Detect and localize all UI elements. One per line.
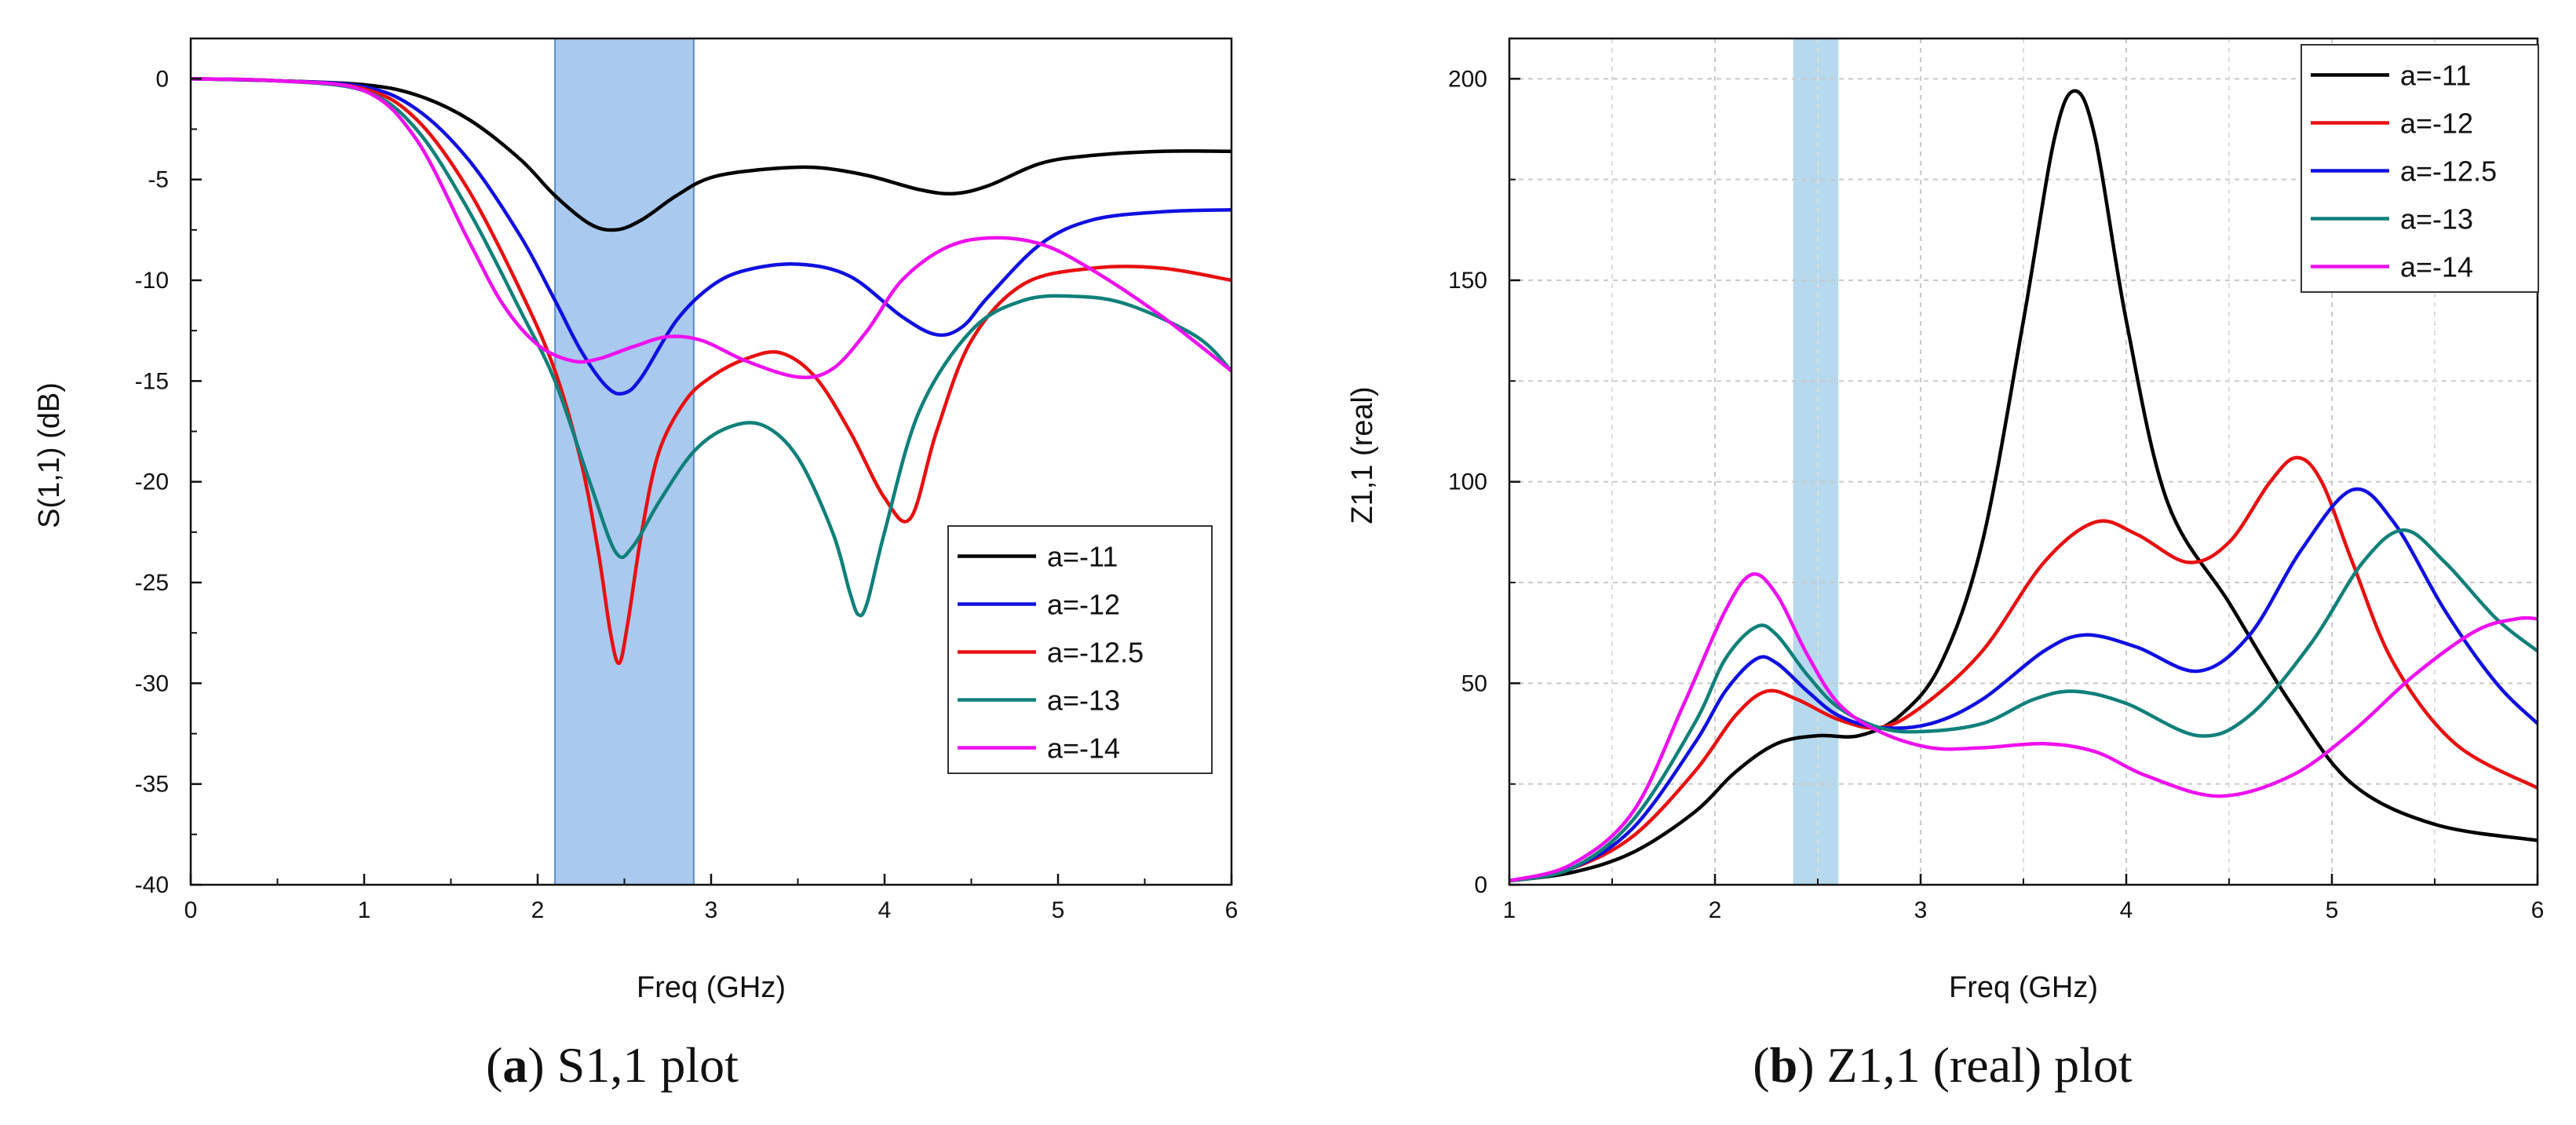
panel-b-xtick-label: 6 xyxy=(2531,897,2545,923)
panel-a-xtick-label: 2 xyxy=(531,897,545,923)
panel-b-series-line-0 xyxy=(1509,89,2538,883)
panel-b-xtick-label: 5 xyxy=(2326,897,2339,923)
panel-b-legend-label-4: a=-14 xyxy=(2400,251,2473,283)
panel-a-ytick-label: -5 xyxy=(148,167,169,193)
panel-b-legend-label-3: a=-13 xyxy=(2400,203,2473,236)
panel-a-xtick-label: 3 xyxy=(705,897,718,923)
panel-b-caption: (b) Z1,1 (real) plot xyxy=(1753,1037,2133,1093)
panel-a-xtick-label: 1 xyxy=(358,897,371,923)
panel-a-legend: a=-11 a=-12 a=-12.5 a=-13 a=-14 xyxy=(947,525,1213,774)
panel-a-ytick-label: -35 xyxy=(135,772,169,798)
panel-a-ytick-label: -25 xyxy=(135,570,169,596)
panel-a-legend-label-4: a=-14 xyxy=(1047,732,1120,765)
panel-b-highlight-band xyxy=(1793,38,1839,885)
panel-a-ytick-label: -15 xyxy=(135,368,169,394)
panel-b-legend-label-0: a=-11 xyxy=(2400,60,2471,92)
panel-b-ytick-label: 150 xyxy=(1448,268,1487,294)
panel-b-series-line-1 xyxy=(1509,455,2538,883)
panel-a-caption: (a) S1,1 plot xyxy=(486,1037,739,1093)
panel-a-xtick-label: 4 xyxy=(878,897,892,923)
panel-b-caption-text: Z1,1 (real) plot xyxy=(1827,1037,2133,1093)
panel-b-ytick-label: 0 xyxy=(1474,872,1487,898)
panel-a-series-group xyxy=(191,77,1231,665)
panel-b-ytick-label: 100 xyxy=(1448,469,1487,495)
panel-b-xlabel: Freq (GHz) xyxy=(1949,971,2098,1004)
panel-a-xtick-label: 0 xyxy=(184,897,198,923)
panel-a-ytick-label: -20 xyxy=(135,469,169,495)
panel-b-series-group xyxy=(1509,89,2538,883)
panel-a-xtick-label: 6 xyxy=(1225,897,1239,923)
panel-b-xtick-label: 4 xyxy=(2120,897,2133,923)
panel-b-series-line-4 xyxy=(1509,572,2538,883)
panel-a-legend-label-0: a=-11 xyxy=(1047,541,1118,573)
panel-a-ytick-label: -30 xyxy=(135,670,169,696)
panel-a-series-line-4 xyxy=(191,77,1231,379)
panel-b-ytick-label: 200 xyxy=(1448,66,1487,92)
panel-b-caption-letter: b xyxy=(1770,1037,1798,1093)
panel-b-xtick-label: 2 xyxy=(1709,897,1722,923)
panel-a-caption-letter: a xyxy=(502,1037,527,1093)
panel-a-caption-text: S1,1 plot xyxy=(557,1037,739,1093)
panel-a-legend-box xyxy=(947,525,1213,774)
panel-a-series-line-3 xyxy=(191,77,1231,618)
panel-a-legend-label-1: a=-12 xyxy=(1047,589,1120,621)
panel-a-xtick-label: 5 xyxy=(1052,897,1065,923)
panel-b-legend-box xyxy=(2301,44,2539,293)
panel-b-xtick-label: 1 xyxy=(1503,897,1516,923)
panel-a-series-line-1 xyxy=(191,77,1231,396)
panel-a-ylabel: S(1,1) (dB) xyxy=(33,382,66,528)
panel-b-z11-real-plot: Z1,1 (real) Freq (GHz) (b) Z1,1 (real) p… xyxy=(1346,37,2545,1093)
panel-a-xlabel: Freq (GHz) xyxy=(637,971,786,1004)
panel-b-ytick-label: 50 xyxy=(1461,670,1487,696)
panel-a-legend-label-3: a=-13 xyxy=(1047,685,1120,717)
panel-b-legend: a=-11 a=-12 a=-12.5 a=-13 a=-14 xyxy=(2301,44,2539,293)
panel-a-series-line-0 xyxy=(191,77,1231,232)
panel-a-highlight-band xyxy=(554,38,695,886)
panel-b-legend-label-2: a=-12.5 xyxy=(2400,155,2497,188)
panel-a-s11-plot: S(1,1) (dB) Freq (GHz) (a) S1,1 plot 0 1 2… xyxy=(33,37,1239,1093)
panel-b-ylabel: Z1,1 (real) xyxy=(1346,386,1379,524)
panel-a-series-line-2 xyxy=(191,77,1231,665)
panel-a-ytick-label: -10 xyxy=(135,268,169,294)
panel-b-series-line-2 xyxy=(1509,487,2538,883)
panel-b-xtick-label: 3 xyxy=(1914,897,1928,923)
panel-b-legend-label-1: a=-12 xyxy=(2400,108,2473,140)
panel-a-ytick-label: 0 xyxy=(155,66,169,92)
panel-b-series-line-3 xyxy=(1509,528,2538,883)
panel-a-legend-label-2: a=-12.5 xyxy=(1047,637,1144,669)
panel-a-ytick-label: -40 xyxy=(135,872,169,898)
